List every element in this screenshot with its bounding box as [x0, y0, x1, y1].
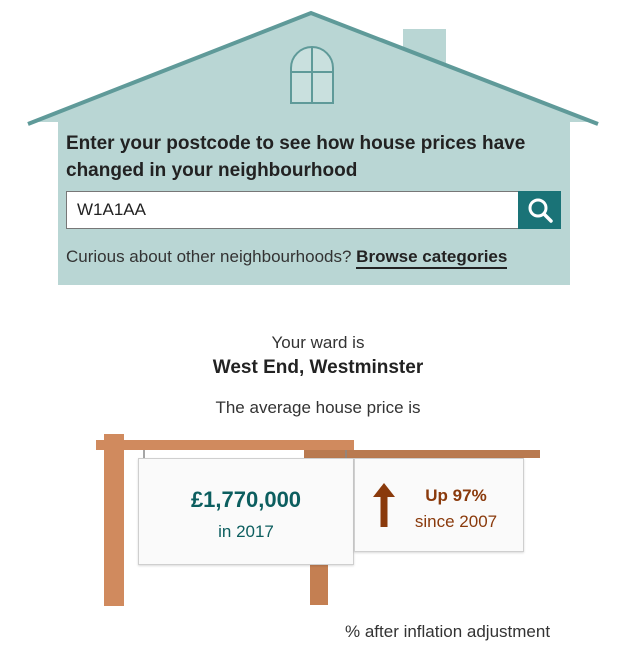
- postcode-search: [66, 191, 561, 229]
- front-crossbar: [96, 440, 354, 450]
- up-arrow-icon: [373, 483, 395, 527]
- roof-edge: [27, 10, 599, 126]
- attic-window: [290, 46, 334, 104]
- search-icon: [528, 198, 553, 223]
- inflation-footnote: % after inflation adjustment: [345, 622, 551, 641]
- front-post: [104, 434, 124, 606]
- price-sign: £1,770,000 in 2017: [138, 458, 354, 565]
- back-crossbar: [304, 450, 540, 458]
- browse-categories-link[interactable]: Browse categories: [356, 247, 508, 269]
- house-illustration: [27, 10, 599, 126]
- ward-intro: Your ward is: [271, 333, 365, 352]
- search-panel: Enter your postcode to see how house pri…: [58, 122, 570, 285]
- change-since: since 2007: [414, 512, 498, 531]
- search-prompt: Enter your postcode to see how house pri…: [66, 133, 526, 181]
- price-year: in 2017: [218, 522, 274, 541]
- price-change: Up 97%: [425, 486, 487, 505]
- average-price: £1,770,000: [190, 487, 302, 512]
- postcode-input[interactable]: [66, 191, 518, 229]
- search-button[interactable]: [518, 191, 561, 229]
- ward-name: West End, Westminster: [212, 357, 424, 378]
- browse-text: Curious about other neighbourhoods?: [66, 247, 352, 266]
- browse-prompt: Curious about other neighbourhoods? Brow…: [66, 247, 508, 269]
- change-sign: Up 97% since 2007: [354, 458, 524, 552]
- average-price-intro: The average house price is: [215, 398, 421, 417]
